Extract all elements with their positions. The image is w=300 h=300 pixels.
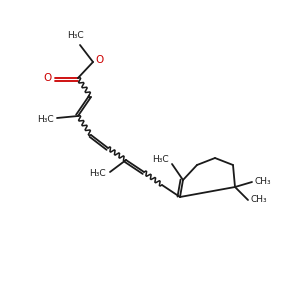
Text: CH₃: CH₃ [255, 178, 271, 187]
Text: H₃C: H₃C [37, 115, 53, 124]
Text: CH₃: CH₃ [251, 196, 267, 205]
Text: H₃C: H₃C [67, 32, 83, 40]
Text: O: O [44, 73, 52, 83]
Text: H₃C: H₃C [89, 169, 105, 178]
Text: H₃C: H₃C [152, 154, 168, 164]
Text: O: O [96, 55, 104, 65]
